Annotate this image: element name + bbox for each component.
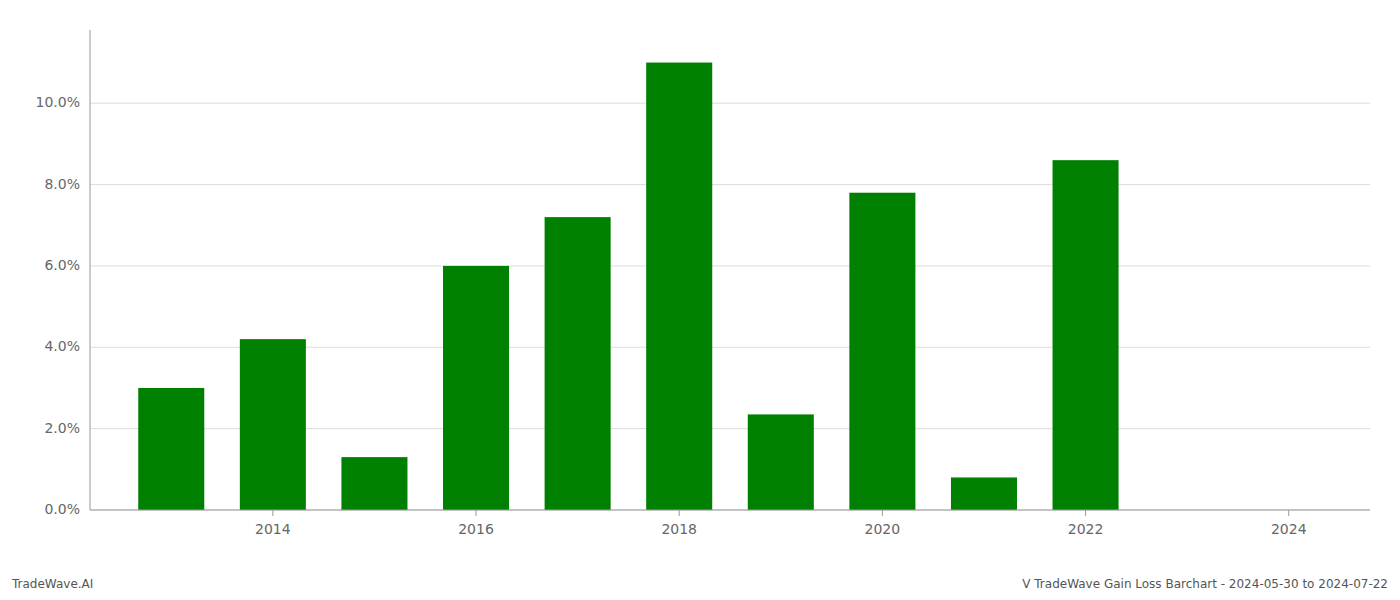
x-tick-label: 2020	[865, 521, 901, 537]
bar	[443, 266, 509, 510]
y-tick-label: 8.0%	[44, 176, 80, 192]
bar	[138, 388, 204, 510]
x-tick	[679, 510, 680, 516]
background	[0, 0, 1400, 600]
annotations: TradeWave.AI V TradeWave Gain Loss Barcha…	[11, 577, 1388, 591]
x-tick-label: 2022	[1068, 521, 1104, 537]
x-tick	[1085, 510, 1086, 516]
bars	[138, 63, 1118, 510]
x-axis-line	[90, 510, 1370, 511]
y-tick-label: 10.0%	[36, 94, 80, 110]
grid-line	[90, 103, 1370, 104]
grid-line	[90, 510, 1370, 511]
bar	[545, 217, 611, 510]
bar	[1053, 160, 1119, 510]
bar	[240, 339, 306, 510]
bar	[849, 193, 915, 510]
x-tick-label: 2016	[458, 521, 494, 537]
y-axis-line	[90, 30, 91, 510]
chart-svg: 0.0% 2.0% 4.0% 6.0% 8.0% 10.0% 2014 2016 2018 202…	[0, 0, 1400, 600]
x-tick-label: 2014	[255, 521, 291, 537]
x-ticks: 2014 2016 2018 2020 2022 2024	[255, 510, 1307, 537]
y-tick-labels: 0.0% 2.0% 4.0% 6.0% 8.0% 10.0%	[36, 94, 80, 517]
x-tick	[476, 510, 477, 516]
x-tick	[1288, 510, 1289, 516]
page: {"chart_data": {"type": "bar", "x": [201…	[0, 0, 1400, 600]
bar	[748, 414, 814, 510]
grid-line	[90, 265, 1370, 266]
bar	[951, 477, 1017, 510]
bar	[646, 63, 712, 510]
grid	[90, 103, 1370, 510]
bar	[341, 457, 407, 510]
y-tick-label: 2.0%	[44, 420, 80, 436]
axes	[90, 30, 1370, 510]
x-tick	[882, 510, 883, 516]
footer-text: TradeWave.AI	[11, 577, 93, 591]
x-tick-label: 2018	[661, 521, 697, 537]
x-tick-label: 2024	[1271, 521, 1307, 537]
y-tick-label: 6.0%	[44, 257, 80, 273]
footer-text: V TradeWave Gain Loss Barchart - 2024-05…	[1022, 577, 1388, 591]
y-tick-label: 4.0%	[44, 338, 80, 354]
grid-line	[90, 184, 1370, 185]
y-tick-label: 0.0%	[44, 501, 80, 517]
x-tick	[272, 510, 273, 516]
chart-container: 0.0% 2.0% 4.0% 6.0% 8.0% 10.0% 2014 2016 2018 202…	[0, 0, 1400, 600]
